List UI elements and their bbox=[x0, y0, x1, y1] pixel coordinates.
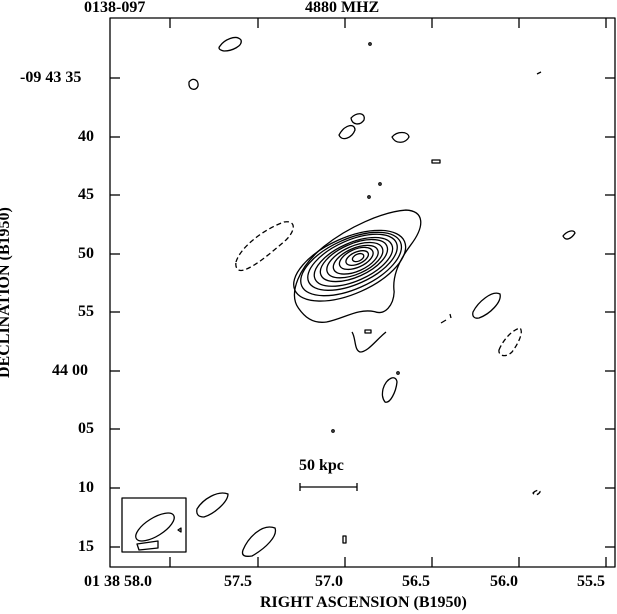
plot-frame bbox=[109, 17, 616, 568]
y-tick-label: -09 43 35 bbox=[20, 69, 82, 86]
source-name: 0138-097 bbox=[84, 0, 146, 16]
negative-contours bbox=[235, 221, 541, 496]
y-tick-label: 10 bbox=[78, 479, 94, 496]
frequency-label: 4880 MHZ bbox=[305, 0, 380, 16]
x-tick-label: 56.0 bbox=[490, 573, 518, 590]
y-tick-label: 44 00 bbox=[52, 362, 88, 379]
y-tick-label: 40 bbox=[78, 128, 94, 145]
y-tick-label: 05 bbox=[78, 420, 94, 437]
southern-lobe-contour bbox=[351, 331, 387, 353]
y-tick-label: 55 bbox=[78, 303, 94, 320]
x-tick-label: 55.5 bbox=[577, 573, 605, 590]
tick-marks bbox=[110, 18, 615, 567]
scale-bar-label: 50 kpc bbox=[299, 457, 344, 474]
source-contours bbox=[293, 209, 422, 323]
x-tick-label: 01 38 58.0 bbox=[84, 573, 152, 590]
x-tick-label: 56.5 bbox=[402, 573, 430, 590]
y-tick-label: 45 bbox=[78, 186, 94, 203]
y-tick-label: 15 bbox=[78, 538, 94, 555]
x-tick-label: 57.0 bbox=[315, 573, 343, 590]
scale-bar bbox=[299, 483, 358, 491]
x-tick-label: 57.5 bbox=[224, 573, 252, 590]
beam-ellipse bbox=[135, 512, 175, 542]
noise-contours bbox=[188, 36, 576, 557]
beam-inset bbox=[121, 497, 187, 553]
x-axis-title: RIGHT ASCENSION (B1950) bbox=[260, 594, 467, 611]
y-tick-label: 50 bbox=[78, 245, 94, 262]
